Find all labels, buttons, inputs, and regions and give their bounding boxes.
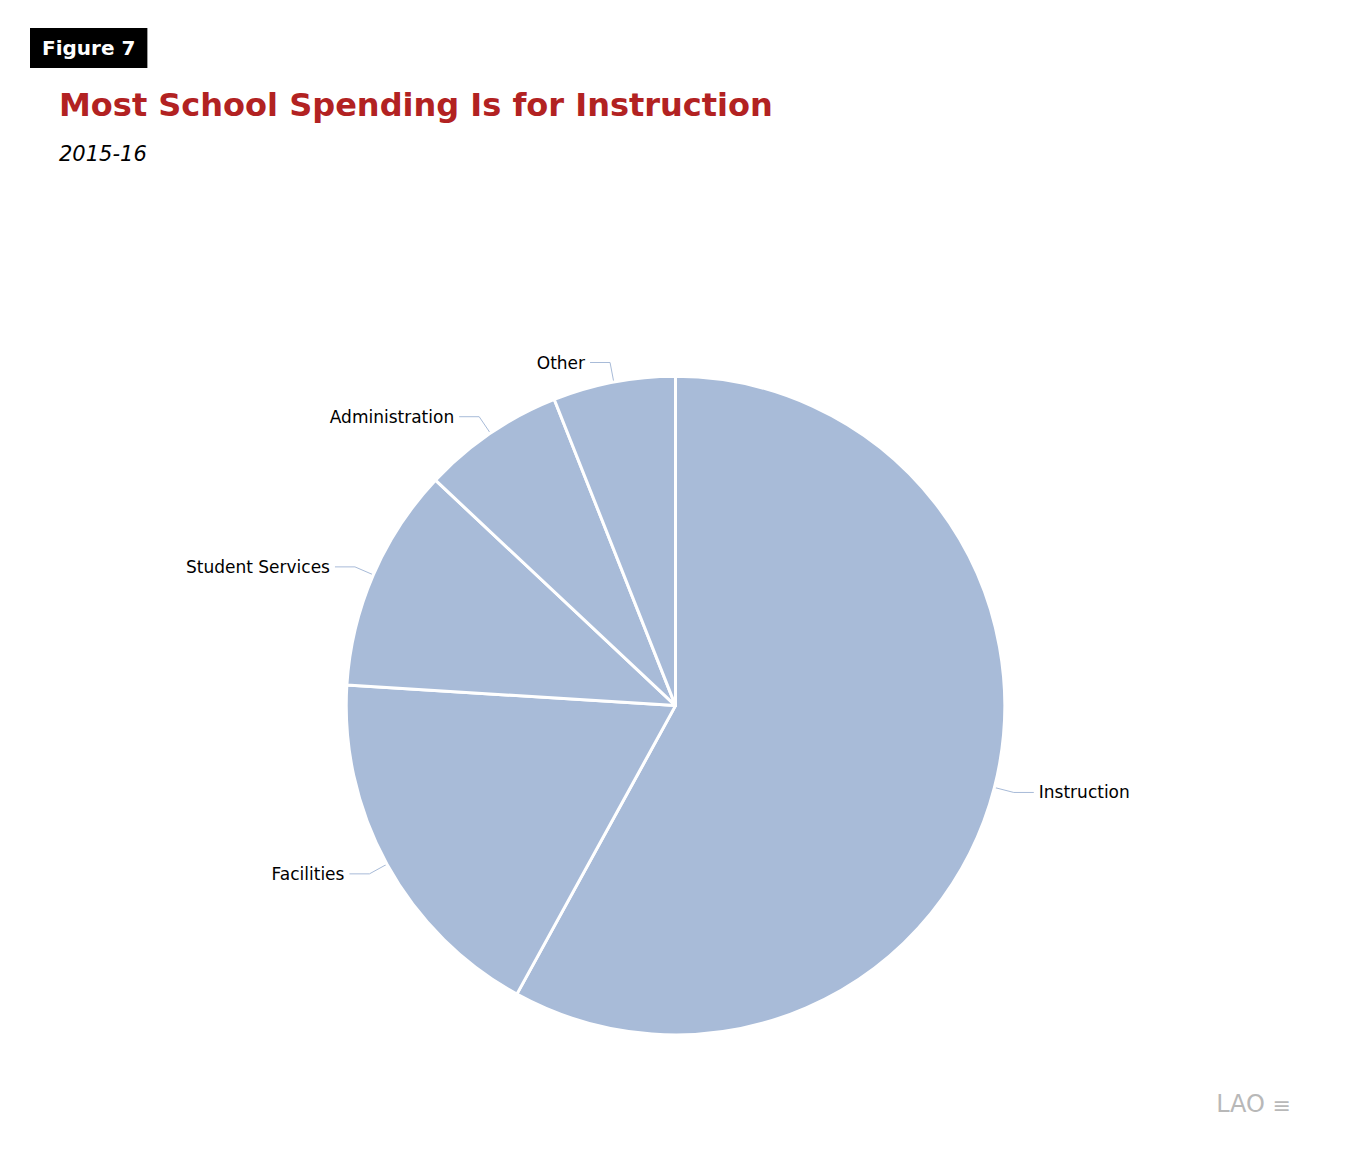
svg-text:Facilities: Facilities bbox=[272, 864, 345, 884]
svg-text:Instruction: Instruction bbox=[1039, 782, 1130, 802]
svg-text:2015-16: 2015-16 bbox=[59, 142, 147, 166]
svg-text:Student Services: Student Services bbox=[186, 557, 330, 577]
svg-text:LAO: LAO bbox=[1216, 1090, 1265, 1118]
svg-text:Administration: Administration bbox=[330, 407, 454, 427]
svg-text:≡: ≡ bbox=[1273, 1093, 1291, 1118]
svg-text:Other: Other bbox=[537, 353, 585, 373]
svg-text:Most School Spending Is for In: Most School Spending Is for Instruction bbox=[59, 86, 773, 124]
svg-text:Figure 7: Figure 7 bbox=[42, 36, 135, 60]
